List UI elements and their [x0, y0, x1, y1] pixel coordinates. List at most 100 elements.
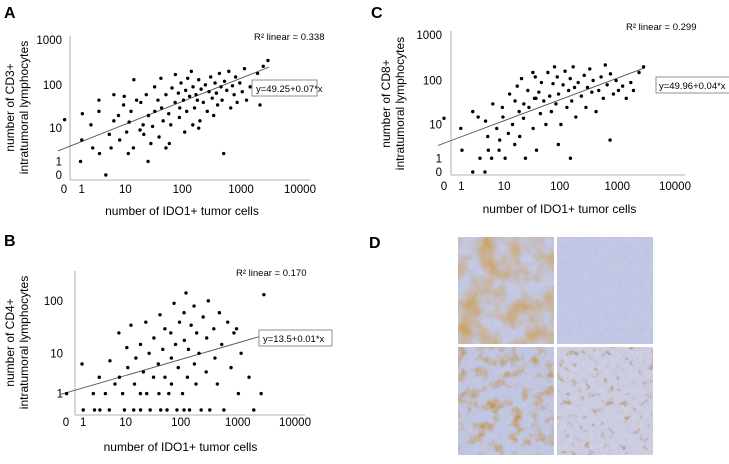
y-tick-label-a: 100	[43, 80, 62, 92]
x-tick-label-c: 0	[441, 181, 447, 193]
data-point-c	[631, 88, 636, 93]
data-point-c	[531, 70, 535, 75]
data-point-c	[552, 65, 557, 69]
data-point-c	[478, 156, 482, 160]
data-point-b	[204, 370, 208, 374]
data-point-c	[522, 102, 526, 106]
data-point-a	[159, 76, 163, 80]
data-point-c	[548, 94, 552, 98]
data-point-c	[572, 85, 577, 90]
data-point-b	[117, 375, 122, 379]
data-point-c	[574, 115, 578, 119]
data-point-a	[170, 86, 174, 90]
data-point-c	[491, 102, 495, 106]
y-axis-title-line2-b: intratumoral lymphocytes	[17, 276, 31, 409]
data-point-b	[64, 391, 69, 396]
data-point-a	[173, 100, 177, 105]
x-tick-label-b: 10000	[279, 417, 311, 429]
data-point-c	[498, 138, 502, 142]
data-point-a	[107, 132, 112, 137]
data-point-a	[235, 100, 239, 105]
data-point-b	[199, 408, 203, 412]
data-point-c	[519, 76, 524, 81]
data-point-a	[191, 123, 195, 127]
data-point-b	[169, 356, 174, 360]
data-point-a	[182, 130, 187, 134]
data-point-b	[177, 320, 182, 324]
data-point-c	[561, 83, 565, 87]
data-point-b	[167, 391, 171, 396]
data-point-b	[222, 408, 226, 412]
data-point-b	[189, 323, 193, 327]
data-point-c	[506, 131, 511, 136]
data-point-a	[213, 81, 217, 85]
data-point-c	[521, 116, 526, 120]
data-point-b	[201, 315, 205, 319]
data-point-b	[113, 382, 117, 386]
data-point-a	[244, 98, 249, 102]
data-point-b	[180, 391, 185, 396]
data-point-b	[138, 342, 143, 347]
data-point-b	[108, 359, 112, 363]
data-point-c	[605, 83, 609, 87]
data-point-c	[460, 148, 464, 152]
data-point-a	[97, 109, 101, 114]
data-point-c	[571, 65, 575, 69]
data-point-a	[116, 113, 121, 118]
data-point-a	[121, 103, 126, 107]
data-point-a	[255, 71, 260, 76]
histology-image-top-right	[557, 237, 653, 344]
data-point-b	[165, 408, 169, 412]
data-point-a	[219, 85, 223, 89]
data-point-c	[507, 92, 512, 96]
data-point-a	[78, 159, 83, 164]
data-point-c	[549, 109, 554, 114]
data-point-c	[539, 80, 544, 85]
data-point-c	[486, 134, 490, 139]
data-point-a	[261, 64, 265, 68]
data-point-a	[149, 141, 153, 146]
data-point-b	[138, 408, 143, 412]
data-point-b	[206, 299, 210, 303]
data-point-a	[167, 141, 172, 146]
data-point-a	[124, 130, 129, 134]
data-point-b	[212, 327, 216, 331]
data-point-a	[178, 106, 182, 110]
data-point-a	[157, 135, 161, 139]
data-point-a	[150, 124, 155, 129]
data-point-a	[238, 81, 242, 85]
data-point-c	[565, 105, 569, 110]
data-point-c	[608, 138, 612, 142]
data-point-b	[138, 391, 143, 396]
data-point-a	[152, 85, 157, 89]
data-point-c	[471, 170, 475, 174]
x-tick-label-c: 1000	[604, 181, 630, 193]
data-point-b	[187, 408, 192, 412]
data-point-c	[579, 94, 584, 98]
data-point-c	[497, 148, 501, 152]
data-point-a	[164, 92, 168, 97]
data-point-c	[513, 142, 517, 147]
panel-c-letter: C	[371, 5, 383, 22]
data-point-a	[205, 109, 209, 114]
data-point-c	[495, 126, 499, 131]
data-point-b	[192, 362, 197, 366]
data-point-b	[215, 382, 220, 386]
x-tick-label-a: 10	[119, 184, 132, 196]
data-point-b	[184, 291, 188, 295]
data-point-a	[142, 132, 146, 137]
data-point-a	[227, 69, 231, 74]
data-point-a	[183, 88, 188, 93]
y-tick-label-c: 1000	[416, 30, 442, 42]
data-point-b	[182, 338, 186, 343]
data-point-c	[629, 80, 633, 85]
data-point-a	[97, 151, 102, 156]
data-point-a	[91, 146, 95, 150]
data-point-c	[483, 119, 488, 123]
data-point-b	[182, 311, 186, 315]
x-tick-label-b: 100	[171, 417, 190, 429]
data-point-b	[148, 408, 152, 412]
data-point-b	[132, 408, 136, 412]
data-point-c	[471, 109, 475, 114]
